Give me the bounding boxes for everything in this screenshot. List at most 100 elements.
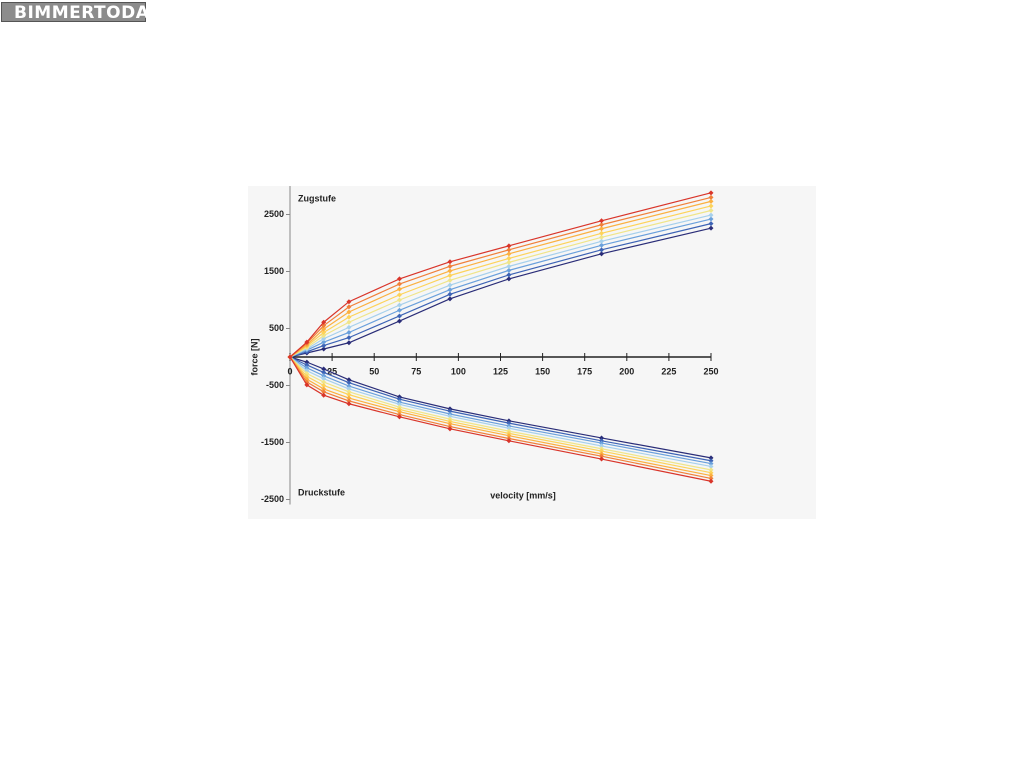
marker [321,392,327,398]
marker [321,366,327,372]
marker [708,212,714,218]
marker [346,340,352,346]
marker [346,335,352,341]
marker [599,234,605,240]
marker [321,346,327,352]
marker [708,194,714,200]
marker [346,398,352,404]
y-tick-label: -2500 [261,494,284,504]
marker [599,448,605,454]
marker [396,396,402,402]
marker [708,198,714,204]
marker [708,190,714,196]
marker [599,238,605,244]
marker [321,376,327,382]
marker [346,392,352,398]
marker [708,208,714,214]
logo[interactable]: BIMMERTODAY [1,2,160,23]
marker [396,318,402,324]
marker [346,309,352,315]
marker [321,339,327,345]
x-tick-label: 0 [287,366,292,376]
marker [599,440,605,446]
y-tick-label: 2500 [264,209,284,219]
marker [346,401,352,407]
marker [599,226,605,232]
x-axis-label: velocity [mm/s] [490,490,556,500]
marker [346,314,352,320]
marker [396,302,402,308]
marker [708,221,714,227]
marker [396,307,402,313]
x-tick-label: 175 [577,366,592,376]
marker [321,379,327,385]
marker [599,443,605,449]
marker [708,478,714,484]
marker [304,359,310,365]
marker [346,377,352,383]
marker [346,386,352,392]
marker [304,382,310,388]
x-tick-label: 225 [661,366,676,376]
y-tick-label: -500 [266,380,284,390]
marker [447,263,453,269]
annotation: Druckstufe [298,487,345,497]
marker [447,282,453,288]
marker [396,281,402,287]
marker [447,296,453,302]
marker [708,455,714,461]
marker [346,299,352,305]
marker [708,475,714,481]
marker [287,354,293,360]
marker [346,395,352,401]
marker [506,255,512,261]
marker [346,389,352,395]
x-tick-label: 50 [369,366,379,376]
marker [447,291,453,297]
marker [447,408,453,414]
marker [599,218,605,224]
marker [396,409,402,415]
marker [506,259,512,265]
marker [506,425,512,431]
marker [599,242,605,248]
marker [447,277,453,283]
marker [447,421,453,427]
marker [447,413,453,419]
y-tick-label: -1500 [261,437,284,447]
marker [708,458,714,464]
marker [321,343,327,349]
marker [321,329,327,335]
marker [506,267,512,273]
marker [506,272,512,278]
marker [708,461,714,467]
marker [708,216,714,222]
marker [599,230,605,236]
marker [321,333,327,339]
marker [304,339,310,345]
marker [447,272,453,278]
marker [506,433,512,439]
marker [346,319,352,325]
marker [346,383,352,389]
marker [396,286,402,292]
marker [506,247,512,253]
marker [708,203,714,209]
y-tick-label: 500 [269,323,284,333]
marker [447,287,453,293]
marker [506,243,512,249]
marker [599,453,605,459]
x-tick-label: 250 [703,366,718,376]
x-tick-label: 200 [619,366,634,376]
marker [708,225,714,231]
marker [599,435,605,441]
y-axis-label: force [N] [249,338,259,375]
marker [506,438,512,444]
marker [321,389,327,395]
marker [506,276,512,282]
marker [708,473,714,479]
marker [321,386,327,392]
x-tick-label: 25 [327,366,337,376]
